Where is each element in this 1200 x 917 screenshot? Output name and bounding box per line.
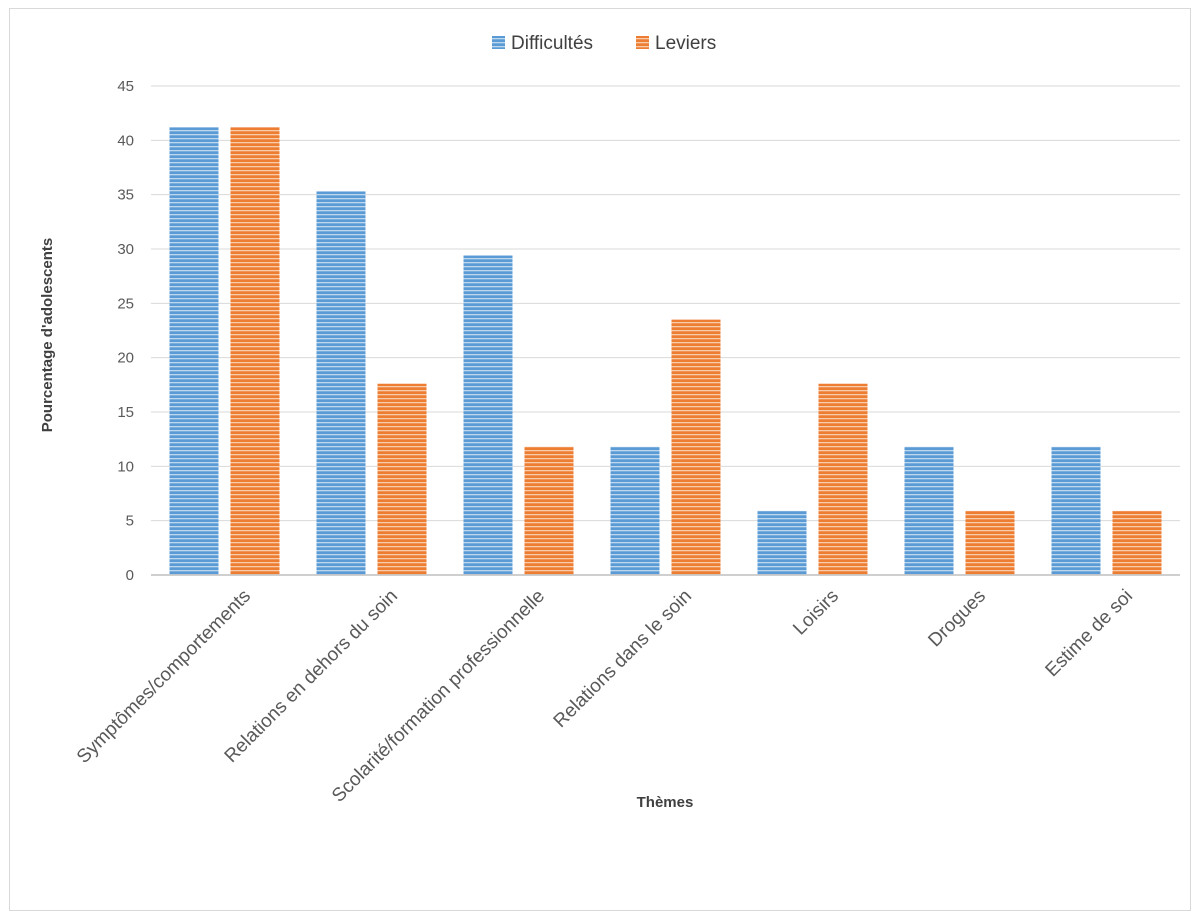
legend-swatch — [492, 36, 505, 49]
bar-difficultes-6 — [1051, 446, 1101, 575]
bar-leviers-1 — [377, 383, 427, 575]
bars — [169, 127, 1162, 575]
bar-leviers-4 — [818, 383, 868, 575]
y-tick-label: 35 — [117, 187, 134, 204]
gridlines — [151, 85, 1180, 522]
bar-difficultes-3 — [610, 446, 660, 575]
y-tick-label: 0 — [126, 567, 134, 584]
bar-difficultes-5 — [904, 446, 954, 575]
x-axis-title: Thèmes — [637, 794, 694, 811]
legend-swatch — [636, 36, 649, 49]
bar-leviers-2 — [524, 446, 574, 575]
bar-difficultes-4 — [757, 510, 807, 575]
y-tick-label: 45 — [117, 78, 134, 95]
x-category-label: Estime de soi — [1042, 586, 1137, 681]
bar-difficultes-2 — [463, 255, 513, 575]
legend: Difficultés Leviers — [492, 33, 716, 54]
x-category-label: Loisirs — [789, 586, 843, 640]
bar-leviers-3 — [671, 319, 721, 575]
y-tick-label: 30 — [117, 241, 134, 258]
bar-leviers-0 — [230, 127, 280, 575]
x-category-label: Relations en dehors du soin — [221, 586, 402, 767]
bar-difficultes-1 — [316, 191, 366, 575]
legend-label: Leviers — [655, 33, 716, 54]
bar-leviers-5 — [965, 510, 1015, 575]
y-tick-label: 20 — [117, 350, 134, 367]
legend-label: Difficultés — [511, 33, 593, 54]
y-tick-label: 15 — [117, 404, 134, 421]
x-category-label: Symptômes/comportements — [73, 586, 255, 768]
y-tick-label: 10 — [117, 458, 134, 475]
x-category-label: Relations dans le soin — [550, 586, 696, 732]
y-tick-label: 40 — [117, 132, 134, 149]
bar-difficultes-0 — [169, 127, 219, 575]
y-tick-label: 5 — [126, 513, 134, 530]
y-tick-label: 25 — [117, 295, 134, 312]
x-category-label: Drogues — [924, 586, 990, 652]
bar-leviers-6 — [1112, 510, 1162, 575]
y-axis-title: Pourcentage d'adolescents — [39, 238, 56, 432]
y-axis-ticks: 0 5 10 15 20 25 30 35 40 45 — [117, 78, 134, 584]
